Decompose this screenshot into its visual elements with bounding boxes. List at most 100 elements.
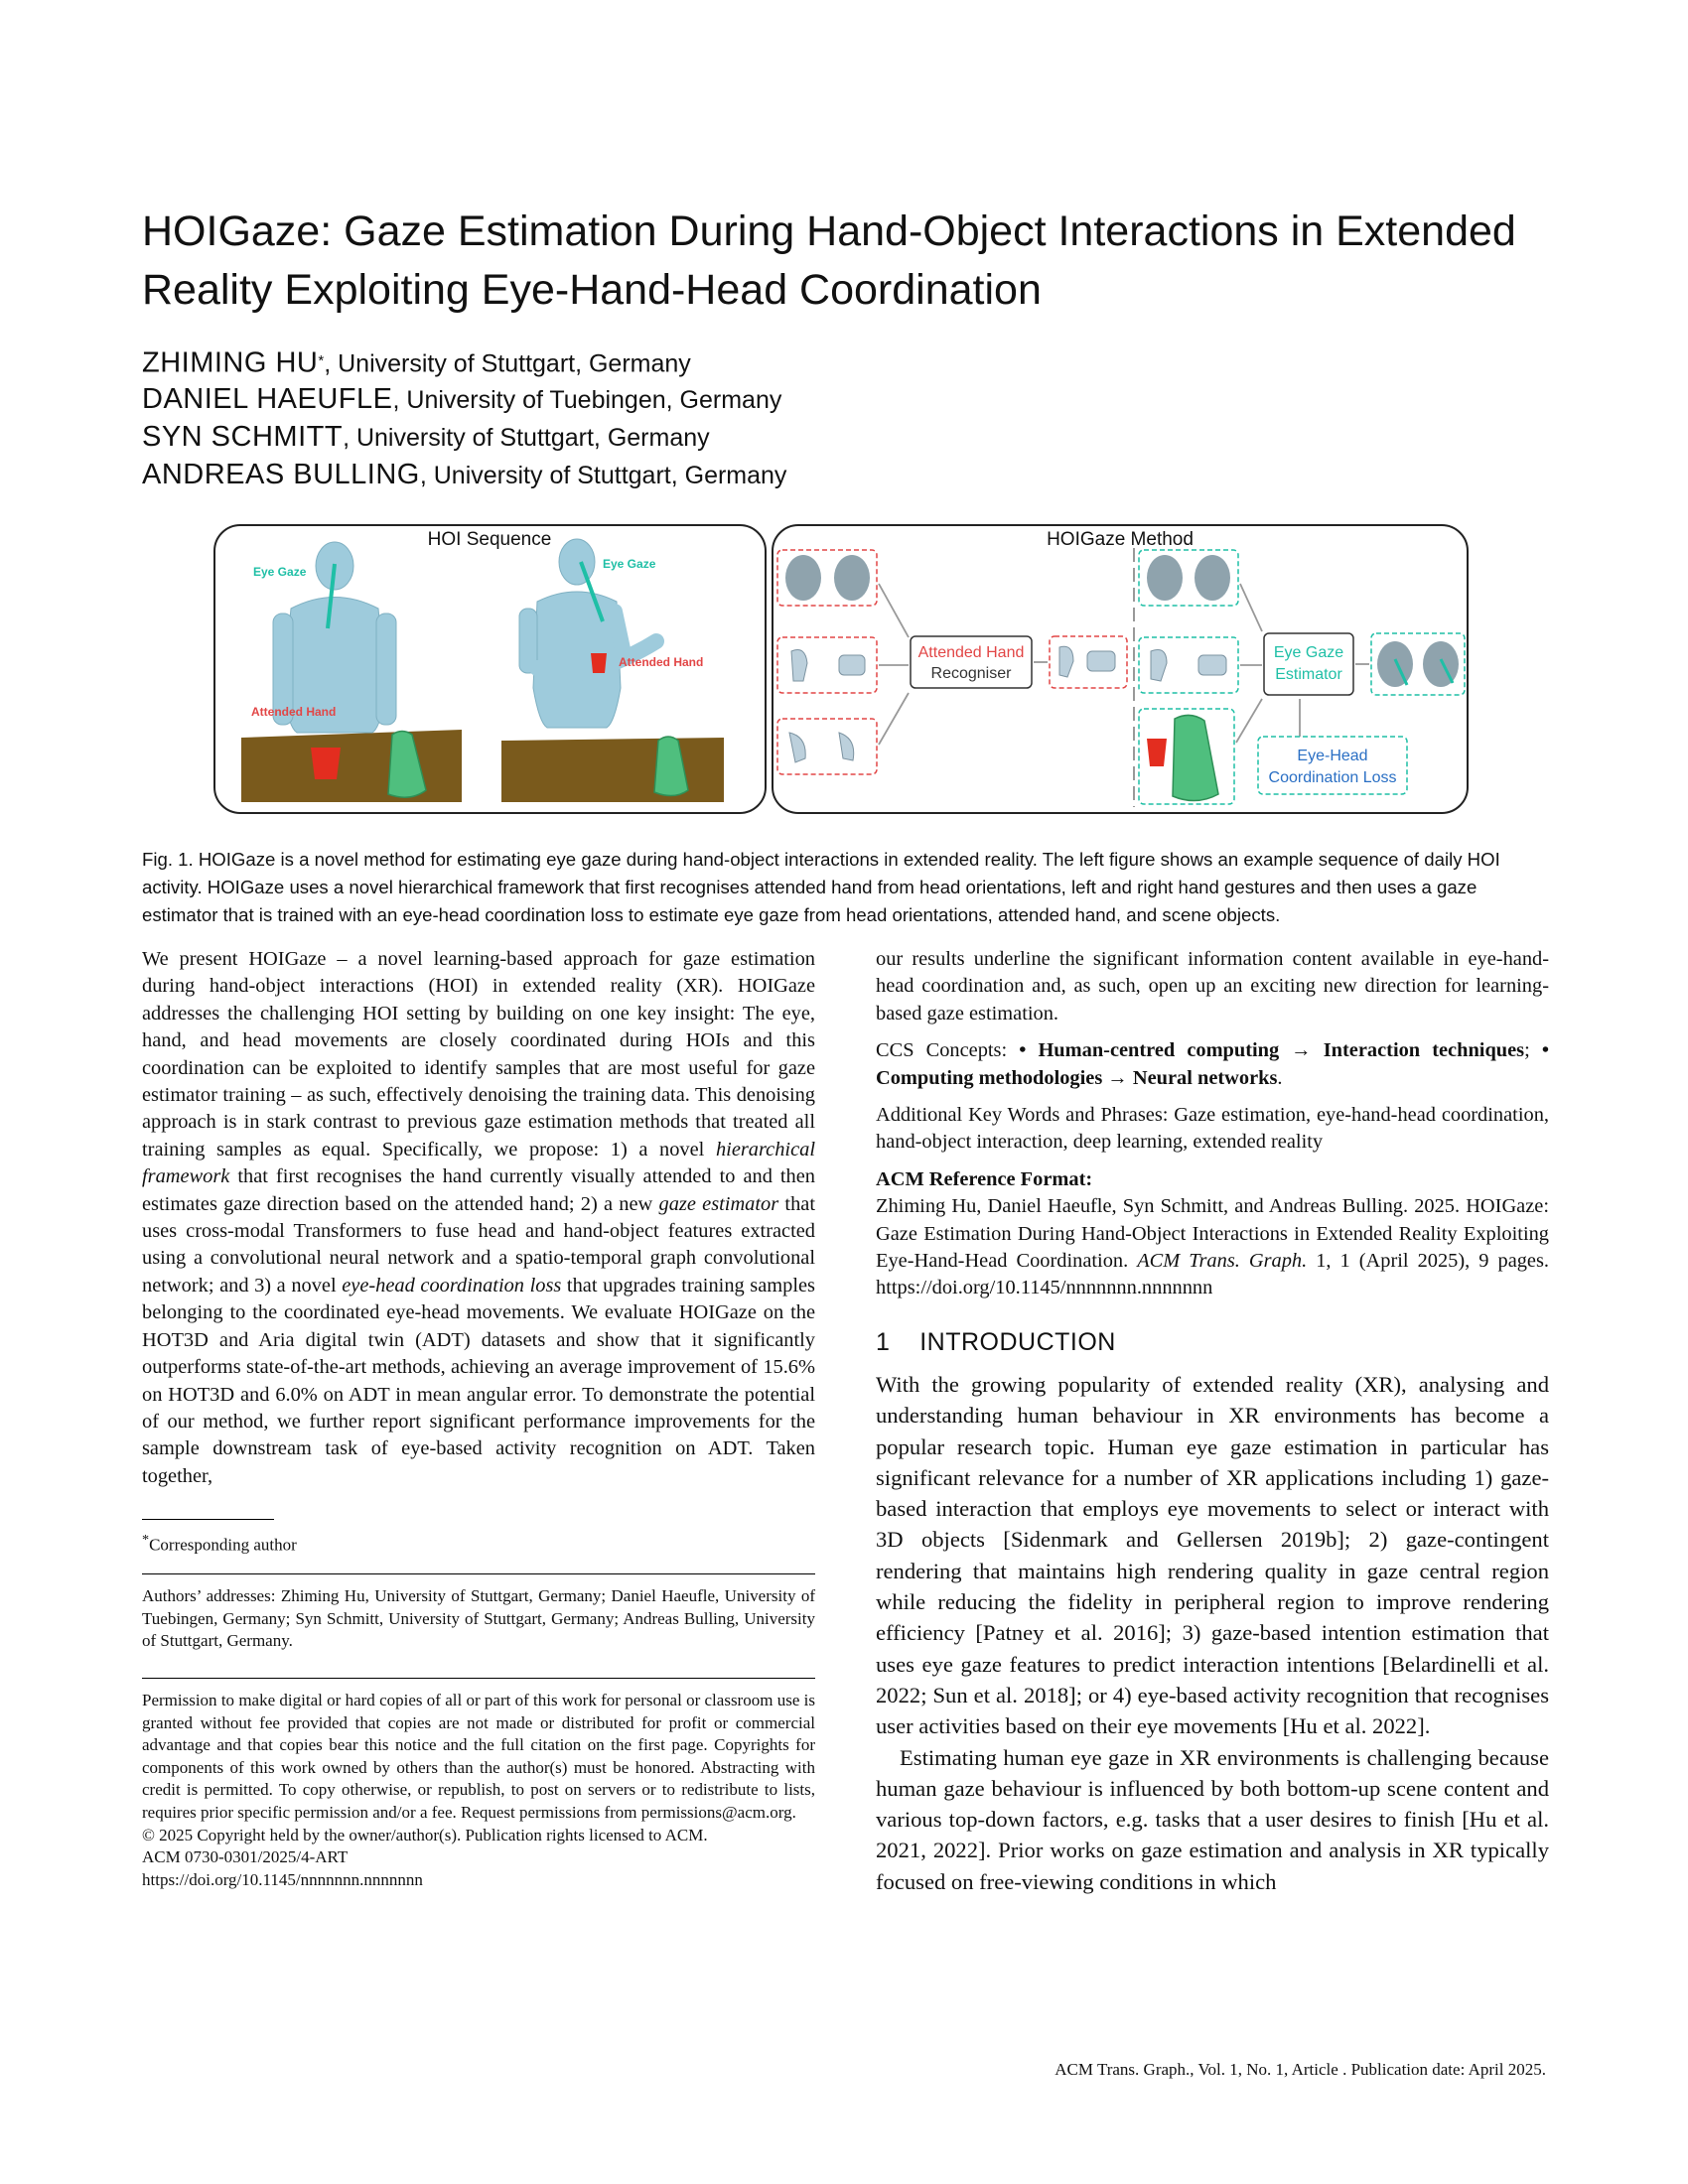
head-input-box — [776, 549, 878, 607]
acm-reference-heading: ACM Reference Format: — [876, 1166, 1549, 1193]
reference-journal: ACM Trans. Graph. — [1137, 1250, 1308, 1273]
attended-hand-input-box — [1138, 636, 1239, 694]
flow-arrow — [878, 583, 910, 746]
eye-gaze-label: Eye Gaze — [603, 557, 656, 571]
eye-gaze-ray — [326, 563, 337, 629]
table-surface — [241, 730, 462, 802]
head-input-box — [1138, 549, 1239, 607]
abstract-text: that uses cross-modal Transformers to fu… — [142, 1192, 815, 1297]
abstract-text: We present HOIGaze – a novel learning-ba… — [142, 948, 815, 1160]
abstract-emphasis: eye-head coordination loss — [342, 1274, 562, 1297]
human-body-figure — [518, 538, 664, 729]
abstract-emphasis: gaze estimator — [658, 1192, 779, 1215]
footnote: *Corresponding author — [142, 1529, 815, 1557]
permission-notice: Permission to make digital or hard copie… — [142, 1690, 815, 1891]
red-cup — [311, 748, 341, 779]
head-icon — [785, 555, 870, 601]
section-heading: 1 INTRODUCTION — [876, 1328, 1116, 1357]
author-affiliation: , University of Tuebingen, Germany — [392, 386, 782, 414]
abstract-text: that upgrades training samples belonging… — [142, 1274, 815, 1487]
hand-icon — [1150, 649, 1227, 682]
abstract-text: that first recognises the hand currently… — [142, 1165, 815, 1215]
eye-gaze-label: Eye Gaze — [253, 565, 307, 579]
hand-icon — [790, 649, 866, 682]
right-column: our results underline the significant in… — [876, 946, 1549, 1302]
red-cup — [1147, 739, 1167, 766]
footnote-mark: * — [142, 1532, 150, 1548]
author-affiliation: , University of Stuttgart, Germany — [324, 349, 691, 378]
author-name: ZHIMING HU — [142, 346, 319, 379]
attended-hand-label: Attended Hand — [251, 705, 336, 719]
reference-text: 1, 1 (April 2025), 9 pages. https://doi.… — [876, 1250, 1550, 1299]
copyright-line: © 2025 Copyright held by the owner/autho… — [142, 1825, 708, 1844]
author-line: DANIEL HAEUFLE, University of Tuebingen,… — [142, 380, 1036, 418]
ccs-concepts: CCS Concepts: • Human-centred computing … — [876, 1037, 1549, 1092]
estimator-label-line2: Estimator — [1275, 666, 1342, 683]
hoi-sequence-title: HOI Sequence — [428, 529, 552, 550]
abstract-continuation: our results underline the significant in… — [876, 948, 1549, 1024]
eye-gaze-estimator-box — [1263, 632, 1354, 696]
section-rule — [142, 1678, 815, 1679]
hand-icon — [788, 732, 855, 763]
section-rule — [142, 1573, 815, 1574]
author-name: ANDREAS BULLING — [142, 459, 420, 490]
table-surface — [501, 738, 724, 802]
authors-addresses: Authors’ addresses: Zhiming Hu, Universi… — [142, 1586, 815, 1651]
author-name: SYN SCHMITT — [142, 421, 344, 453]
reference-heading-text: ACM Reference Format: — [876, 1167, 1093, 1190]
footnote-text: Corresponding author — [149, 1535, 297, 1555]
ccs-label: CCS Concepts: — [876, 1039, 1020, 1062]
flow-arrow — [1235, 583, 1301, 744]
doi-link[interactable]: https://doi.org/10.1145/nnnnnnn.nnnnnnn — [142, 1869, 423, 1889]
estimator-label-line1: Eye Gaze — [1274, 644, 1343, 661]
recogniser-label-line2: Recogniser — [931, 665, 1013, 682]
author-line: ZHIMING HU*, University of Stuttgart, Ge… — [142, 342, 1036, 380]
author-affiliation: , University of Stuttgart, Germany — [419, 462, 787, 489]
green-jug — [653, 736, 689, 797]
paper-title: HOIGaze: Gaze Estimation During Hand-Obj… — [142, 207, 1516, 314]
hand-icon — [1058, 645, 1116, 678]
permission-text: Permission to make digital or hard copie… — [142, 1691, 815, 1822]
loss-label-line1: Eye-Head — [1297, 748, 1367, 764]
figure-caption: Fig. 1. HOIGaze is a novel method for es… — [142, 849, 1500, 925]
eye-head-coordination-loss-box — [1257, 736, 1408, 795]
introduction-body: With the growing popularity of extended … — [876, 1369, 1549, 1897]
author-name: DANIEL HAEUFLE — [142, 383, 393, 415]
footnote-rule — [142, 1519, 274, 1520]
gaze-ray-icon — [1393, 658, 1455, 686]
left-hand-input-box — [776, 636, 878, 694]
abstract-emphasis: hierarchical framework — [142, 1138, 815, 1188]
ccs-end: . — [1277, 1066, 1283, 1089]
gaze-output-box — [1370, 632, 1466, 696]
human-body-figure — [272, 541, 397, 734]
issn-line: ACM 0730-0301/2025/4-ART — [142, 1847, 349, 1867]
author-line: SYN SCHMITT, University of Stuttgart, Ge… — [142, 418, 1036, 456]
green-jug — [1172, 714, 1219, 802]
section-title: INTRODUCTION — [919, 1328, 1116, 1356]
scene-objects-box — [1138, 708, 1235, 805]
ccs-separator: ; — [1524, 1039, 1530, 1062]
intro-paragraph: With the growing popularity of extended … — [876, 1372, 1549, 1739]
running-footer: ACM Trans. Graph., Vol. 1, No. 1, Articl… — [1055, 2060, 1546, 2079]
keywords: Additional Key Words and Phrases: Gaze e… — [876, 1104, 1549, 1154]
acm-reference: Zhiming Hu, Daniel Haeufle, Syn Schmitt,… — [876, 1193, 1549, 1302]
attended-hand-output-box — [1049, 635, 1128, 689]
head-icon — [1147, 555, 1230, 601]
ccs-item: • Human-centred computing → Interaction … — [1019, 1039, 1525, 1062]
attended-hand-recogniser-box — [910, 635, 1033, 689]
hoigaze-method-title: HOIGaze Method — [1047, 529, 1194, 550]
intro-paragraph: Estimating human eye gaze in XR environm… — [876, 1744, 1549, 1894]
abstract: We present HOIGaze – a novel learning-ba… — [142, 946, 815, 1490]
ccs-item: • Computing methodologies → Neural netwo… — [876, 1039, 1550, 1089]
author-list: ZHIMING HU*, University of Stuttgart, Ge… — [142, 342, 1036, 493]
green-jug — [387, 730, 427, 798]
abstract-paragraph: We present HOIGaze – a novel learning-ba… — [142, 946, 815, 1490]
attended-hand-label: Attended Hand — [619, 655, 703, 669]
recogniser-label-line1: Attended Hand — [918, 644, 1025, 661]
reference-text: Zhiming Hu, Daniel Haeufle, Syn Schmitt,… — [876, 1195, 1549, 1273]
red-cup — [591, 653, 607, 673]
section-number: 1 — [876, 1328, 891, 1356]
right-hand-input-box — [776, 718, 878, 775]
loss-label-line2: Coordination Loss — [1269, 769, 1397, 786]
author-affiliation: , University of Stuttgart, Germany — [343, 424, 710, 452]
